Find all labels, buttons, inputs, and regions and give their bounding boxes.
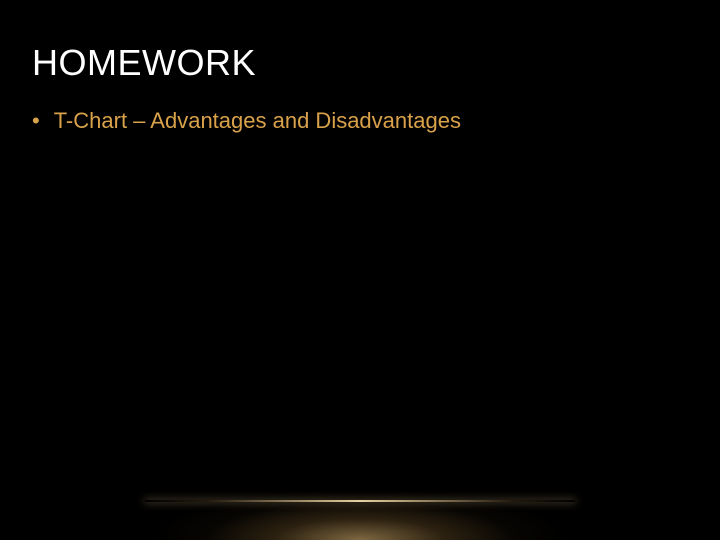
bullet-item: • T-Chart – Advantages and Disadvantages (32, 108, 461, 134)
slide-title: HOMEWORK (32, 42, 256, 84)
bottom-glow-line (145, 500, 575, 502)
bullet-text: T-Chart – Advantages and Disadvantages (54, 108, 461, 134)
slide: HOMEWORK • T-Chart – Advantages and Disa… (0, 0, 720, 540)
bullet-marker-icon: • (32, 110, 40, 132)
bottom-glow (80, 360, 640, 540)
